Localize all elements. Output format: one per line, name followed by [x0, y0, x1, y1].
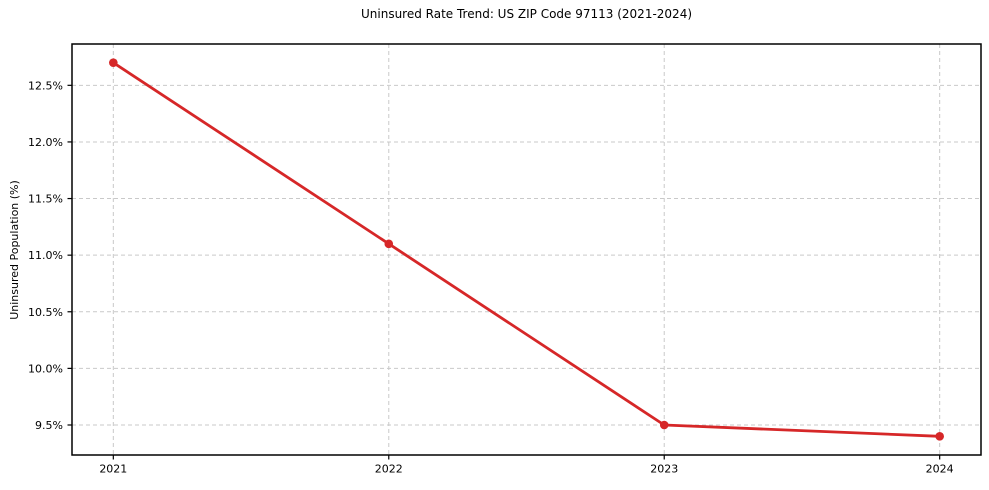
y-tick-label: 10.5%: [28, 306, 63, 319]
y-tick-label: 9.5%: [35, 419, 63, 432]
data-point-marker: [384, 239, 394, 249]
x-tick-label: 2023: [650, 463, 678, 476]
x-tick-label: 2022: [375, 463, 403, 476]
y-tick-label: 11.5%: [28, 193, 63, 206]
y-tick-label: 11.0%: [28, 249, 63, 262]
trend-line: [111, 61, 942, 438]
plot-background: [72, 44, 981, 455]
data-point-marker: [935, 432, 944, 441]
y-tick-label: 12.5%: [28, 79, 63, 92]
x-tick-label: 2021: [99, 463, 127, 476]
data-point-marker: [659, 420, 669, 430]
plot-border: [71, 43, 982, 456]
y-tick-label: 12.0%: [28, 136, 63, 149]
x-tick-label: 2024: [926, 463, 954, 476]
chart-title: Uninsured Rate Trend: US ZIP Code 97113 …: [360, 7, 693, 21]
y-tick-label: 10.0%: [28, 362, 63, 375]
data-point-marker: [109, 58, 118, 67]
